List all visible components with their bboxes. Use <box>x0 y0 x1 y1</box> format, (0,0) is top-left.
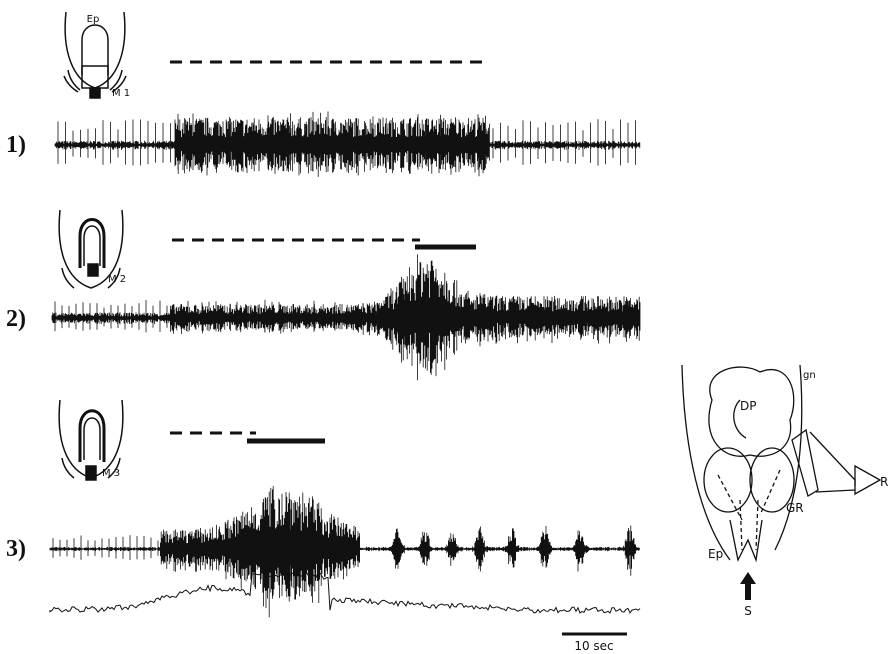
icon-3 <box>58 399 124 481</box>
panel-number: 3) <box>6 536 26 562</box>
icon-top-label: Ep <box>87 14 100 25</box>
icon-label: M 2 <box>108 274 126 285</box>
icon-1 <box>63 11 127 99</box>
diagram-label: DP <box>740 399 756 413</box>
trace <box>49 486 640 618</box>
diagram-label: GR <box>786 501 804 515</box>
icon-label: M 1 <box>112 88 130 99</box>
scale-bar-label: 10 sec <box>574 639 613 653</box>
panel-number: 1) <box>6 132 26 158</box>
anatomy-diagram <box>681 364 882 563</box>
slow-trace <box>49 570 641 614</box>
diagram-label: S <box>744 604 752 618</box>
diagram-label: Ep <box>708 547 723 561</box>
stimulus-bars <box>170 60 627 636</box>
arrow <box>740 572 756 600</box>
trace <box>51 254 641 381</box>
icon-2 <box>58 209 124 289</box>
traces <box>49 111 641 618</box>
diagram-label: R <box>880 475 888 489</box>
icons <box>58 11 127 481</box>
panel-number: 2) <box>6 306 26 332</box>
diagram-label: gn <box>803 370 816 381</box>
icon-label: M 3 <box>102 468 120 479</box>
trace <box>54 111 641 177</box>
